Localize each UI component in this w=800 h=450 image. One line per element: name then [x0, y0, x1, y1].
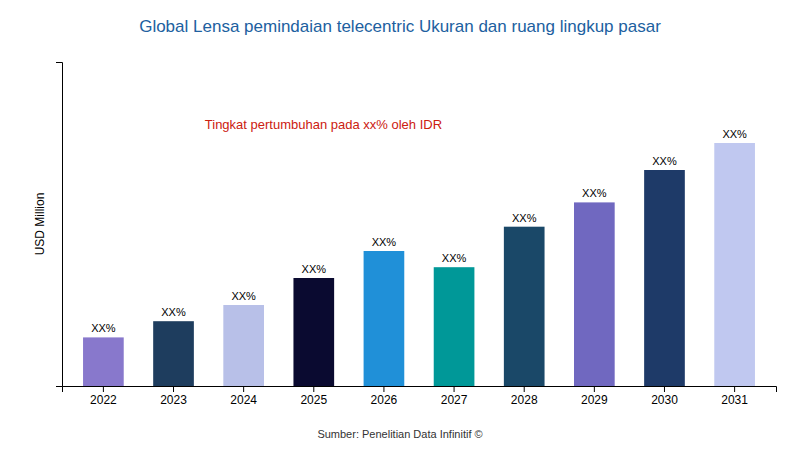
x-tick-mark [664, 386, 665, 392]
x-tick: 2028 [511, 386, 538, 407]
x-tick: 2030 [651, 386, 678, 407]
x-tick: 2024 [230, 386, 257, 407]
x-axis-line [63, 387, 777, 393]
bars [83, 143, 755, 386]
y-axis-title: USD Million [33, 193, 47, 256]
data-label: XX% [442, 252, 467, 264]
data-label: XX% [512, 212, 537, 224]
data-label: XX% [722, 128, 747, 140]
x-tick-mark [313, 386, 314, 392]
bar [293, 278, 334, 386]
x-tick: 2026 [371, 386, 398, 407]
data-label: XX% [161, 306, 186, 318]
x-tick: 2022 [90, 386, 117, 407]
x-tick-label: 2025 [300, 393, 327, 407]
x-tick-label: 2030 [651, 393, 678, 407]
x-tick-label: 2028 [511, 393, 538, 407]
data-label: XX% [231, 290, 256, 302]
bar [153, 321, 194, 386]
x-tick: 2025 [300, 386, 327, 407]
data-label: XX% [582, 187, 607, 199]
x-tick-label: 2029 [581, 393, 608, 407]
bar [644, 170, 685, 386]
x-tick: 2031 [721, 386, 748, 407]
title: Global Lensa pemindaian telecentric Ukur… [139, 17, 661, 36]
x-tick-mark [173, 386, 174, 392]
data-label: XX% [652, 155, 677, 167]
plot: 2022 2023 2024 2025 2026 2027 2028 2029 2030 2031… [56, 63, 777, 407]
data-label: XX% [302, 263, 327, 275]
bar [504, 227, 545, 386]
x-tick-label: 2023 [160, 393, 187, 407]
chart: 2022 2023 2024 2025 2026 2027 2028 2029 2030 2031… [0, 0, 800, 450]
y-axis [56, 63, 63, 387]
bar [714, 143, 755, 386]
x-tick: 2029 [581, 386, 608, 407]
x-tick: 2027 [441, 386, 468, 407]
x-tick: 2023 [160, 386, 187, 407]
x-tick-label: 2027 [441, 393, 468, 407]
x-tick-label: 2024 [230, 393, 257, 407]
x-tick-mark [383, 386, 384, 392]
data-label: XX% [91, 322, 116, 334]
x-axis: 2022 2023 2024 2025 2026 2027 2028 2029 2030 2031 [63, 386, 777, 407]
x-tick-label: 2026 [371, 393, 398, 407]
bar [434, 267, 475, 386]
x-tick-label: 2031 [721, 393, 748, 407]
x-tick-mark [454, 386, 455, 392]
x-tick-label: 2022 [90, 393, 117, 407]
bar [83, 337, 124, 386]
bar [364, 251, 405, 386]
x-tick-mark [103, 386, 104, 392]
x-tick-mark [594, 386, 595, 392]
subtitle: Tingkat pertumbuhan pada xx% oleh IDR [205, 117, 442, 132]
x-tick-mark [243, 386, 244, 392]
bar [223, 305, 264, 386]
bar [574, 202, 615, 386]
y-axis-line [56, 63, 63, 387]
data-label: XX% [372, 236, 397, 248]
data-labels: XX% XX% XX% XX% XX% XX% XX% XX% XX% XX% [91, 128, 747, 334]
x-tick-mark [734, 386, 735, 392]
source: Sumber: Penelitian Data Infinitif © [317, 428, 482, 440]
x-tick-mark [524, 386, 525, 392]
